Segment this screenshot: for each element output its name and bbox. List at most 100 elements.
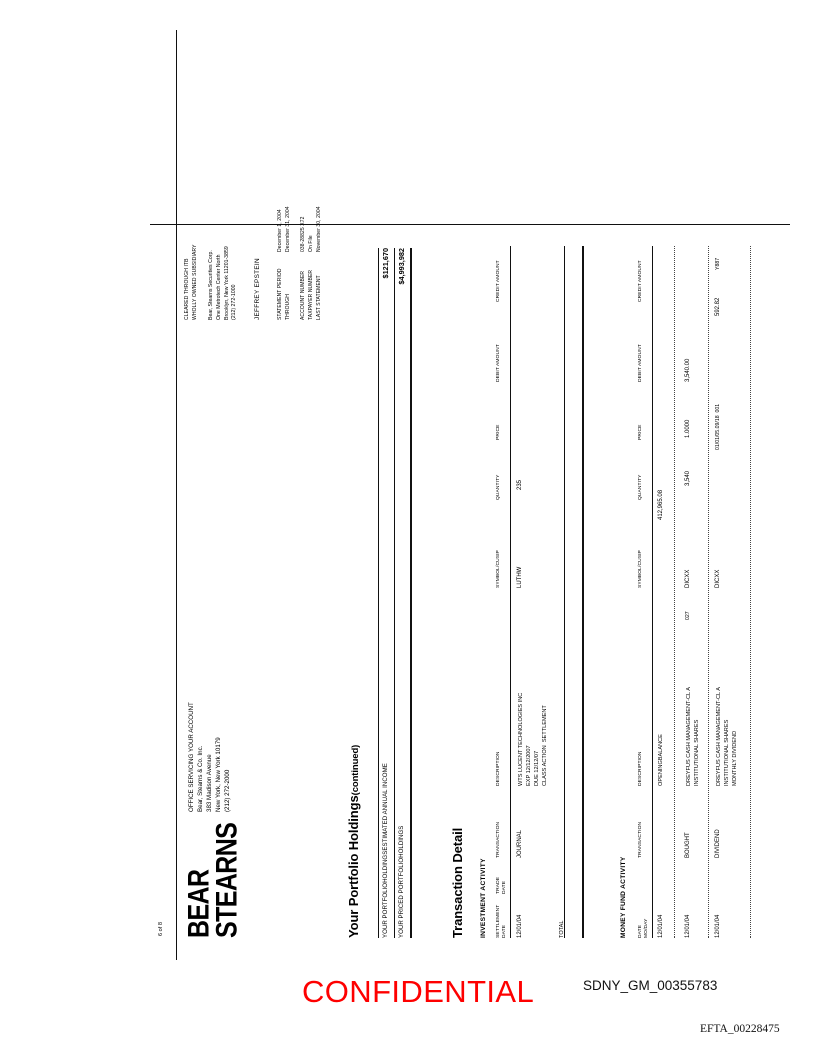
holdings-summary: YOUR PORTFOLIOHOLDINGSESTIMATED ANNUAL I… bbox=[378, 248, 412, 938]
clearing-street-1: One Metrotech Center North bbox=[215, 254, 222, 320]
statement-rotated-wrapper: 6 of 8 BEAR STEARNS OFFICE SERVICING YOU… bbox=[150, 30, 790, 960]
office-phone: (212) 272-2000 bbox=[223, 769, 231, 812]
cell-symbol-cusip: DICXX bbox=[715, 569, 721, 588]
summary-row-annual-income: YOUR PORTFOLIOHOLDINGSESTIMATED ANNUAL I… bbox=[379, 248, 394, 938]
table-row: 12/01/04 OPENINGBALANCE 412,965.08 bbox=[653, 246, 675, 938]
summary-label: YOUR PORTFOLIOHOLDINGSESTIMATED ANNUAL I… bbox=[382, 763, 389, 938]
statement-content: 6 of 8 BEAR STEARNS OFFICE SERVICING YOU… bbox=[150, 30, 790, 960]
meta-row: LAST STATEMENT November 30, 2004 bbox=[315, 198, 323, 320]
meta-value: December 1, 2004 bbox=[277, 209, 283, 252]
money-fund-activity-label: MONEY FUND ACTIVITY bbox=[620, 856, 627, 938]
portfolio-holdings-title: Your Portfolio Holdings(continued) bbox=[346, 745, 361, 938]
cell-debit-amount: 3,540.00 bbox=[685, 358, 691, 382]
masthead-divider bbox=[176, 30, 177, 960]
meta-label: TAXPAYER NUMBER bbox=[308, 269, 315, 320]
meta-label: LAST STATEMENT bbox=[316, 275, 323, 320]
bear-stearns-logo: BEAR STEARNS bbox=[182, 822, 244, 938]
cell-reference: Y887 bbox=[715, 257, 721, 270]
clearing-firm-block: CLEARED THROUGH ITB WHOLLY OWNED SUBSIDI… bbox=[184, 244, 199, 320]
money-table-header: DATE MO/DAY TRANSACTION DESCRIPTION SYMB… bbox=[636, 246, 653, 938]
col-description: DESCRIPTION bbox=[638, 751, 643, 786]
cell-transaction: JOURNAL bbox=[517, 829, 523, 858]
summary-row-priced-holdings: YOUR PRICED PORTFOLIOHOLDINGS $4,993,982 bbox=[395, 248, 410, 938]
cell-credit-amount: 592.82 bbox=[715, 297, 721, 316]
col-description: DESCRIPTION bbox=[496, 751, 501, 786]
cell-reference: 027 bbox=[685, 611, 691, 620]
meta-value: On File bbox=[308, 235, 315, 252]
col-debit-amount: DEBIT AMOUNT bbox=[496, 344, 501, 382]
col-transaction: TRANSACTION bbox=[496, 821, 501, 858]
meta-row: ACCOUNT NUMBER 038-28825 X72 bbox=[299, 198, 307, 321]
holdings-title-text: Your Portfolio Holdings bbox=[346, 795, 361, 938]
cell-settlement-date: 12/01/04 bbox=[517, 914, 523, 938]
meta-row: STATEMENT PERIOD December 1, 2004 bbox=[276, 198, 284, 320]
cell-symbol-cusip: DICXX bbox=[685, 569, 691, 588]
col-credit-amount: CREDIT AMOUNT bbox=[496, 260, 501, 302]
investment-activity-table: SETTLEMENT DATE TRADE DATE TRANSACTION D… bbox=[494, 246, 584, 938]
cell-description: DREYFUS CASH MANAGEMENT-CL A INSTITUTION… bbox=[716, 687, 739, 786]
meta-label: STATEMENT PERIOD bbox=[277, 268, 283, 320]
row-divider bbox=[674, 246, 675, 938]
cell-transaction: BOUGHT bbox=[685, 832, 691, 858]
bates-number-efta: EFTA_00228475 bbox=[700, 1023, 780, 1035]
col-price: PRICE bbox=[496, 424, 501, 440]
total-row: TOTAL bbox=[553, 246, 571, 938]
money-fund-activity-table: DATE MO/DAY TRANSACTION DESCRIPTION SYMB… bbox=[636, 246, 751, 938]
meta-label: THROUGH bbox=[285, 294, 292, 320]
col-transaction: TRANSACTION bbox=[638, 821, 643, 858]
office-firm: Bear, Stearns & Co. Inc. bbox=[196, 745, 204, 812]
summary-value: $4,993,982 bbox=[397, 248, 406, 285]
cell-debit-amount: 01/01/05.09/18 001 bbox=[715, 403, 721, 450]
meta-row bbox=[292, 198, 299, 320]
col-debit-amount: DEBIT AMOUNT bbox=[638, 344, 643, 382]
page-number: 6 of 8 bbox=[158, 922, 164, 936]
total-rule-bottom bbox=[582, 246, 584, 938]
col-quantity: QUANTITY bbox=[496, 474, 501, 500]
meta-value: 038-28825 X72 bbox=[300, 216, 307, 253]
holdings-title-continued: (continued) bbox=[350, 744, 361, 796]
clearing-firm: Bear, Stearns Securities Corp. bbox=[208, 250, 214, 320]
clearing-line-1: CLEARED THROUGH ITB bbox=[184, 258, 190, 320]
cell-price: 1.0000 bbox=[685, 419, 691, 438]
client-name: JEFFREY EPSTEIN bbox=[254, 258, 261, 320]
bates-number-sdny: SDNY_GM_00355783 bbox=[583, 978, 718, 993]
cell-transaction: DIVIDEND bbox=[715, 829, 721, 858]
row-divider bbox=[750, 246, 751, 938]
office-servicing-block: OFFICE SERVICING YOUR ACCOUNT Bear, Stea… bbox=[188, 702, 233, 812]
cell-description: DREYFUS CASH MANAGEMENT-CL A INSTITUTION… bbox=[686, 687, 701, 786]
clearing-line-2: WHOLLY OWNED SUBSIDIARY bbox=[191, 244, 198, 320]
investment-activity-label: INVESTMENT ACTIVITY bbox=[480, 858, 487, 938]
meta-row: TAXPAYER NUMBER On File bbox=[307, 198, 315, 320]
cell-quantity: 3,540 bbox=[685, 470, 691, 486]
col-price: PRICE bbox=[638, 424, 643, 440]
summary-value: $121,670 bbox=[381, 248, 390, 279]
meta-value: December 31, 2004 bbox=[285, 206, 292, 252]
col-date: DATE MO/DAY bbox=[638, 918, 650, 938]
cell-description: OPENINGBALANCE bbox=[658, 734, 664, 786]
transaction-detail-title: Transaction Detail bbox=[450, 827, 465, 938]
logo-line-2: STEARNS bbox=[210, 822, 244, 938]
cell-quantity: 235 bbox=[517, 479, 523, 490]
summary-rule-bottom bbox=[410, 248, 412, 938]
cell-quantity: 412,965.08 bbox=[658, 489, 664, 520]
clearing-street-2: Brooklyn, New York 11201-3859 bbox=[223, 246, 230, 320]
account-meta-block: STATEMENT PERIOD December 1, 2004 THROUG… bbox=[276, 198, 323, 320]
col-symbol-cusip: SYMBOL/CUSIP bbox=[496, 550, 501, 588]
investment-table-header: SETTLEMENT DATE TRADE DATE TRANSACTION D… bbox=[494, 246, 511, 938]
cell-date: 12/01/04 bbox=[715, 914, 721, 938]
office-heading: OFFICE SERVICING YOUR ACCOUNT bbox=[188, 702, 195, 812]
cell-date: 12/01/04 bbox=[658, 914, 664, 938]
col-trade-date: TRADE DATE bbox=[496, 876, 508, 894]
table-row: 12/01/04 JOURNAL WTS LUCENT TECHNOLOGIES… bbox=[511, 246, 553, 938]
table-row: 12/01/04 DIVIDEND DREYFUS CASH MANAGEMEN… bbox=[709, 246, 739, 938]
table-row: 12/01/04 BOUGHT DREYFUS CASH MANAGEMENT-… bbox=[679, 246, 705, 938]
col-settlement-date: SETTLEMENT DATE bbox=[496, 904, 508, 938]
meta-row: THROUGH December 31, 2004 bbox=[284, 198, 292, 320]
clearing-address-block: Bear, Stearns Securities Corp. One Metro… bbox=[208, 246, 239, 320]
summary-label: YOUR PRICED PORTFOLIOHOLDINGS bbox=[398, 825, 405, 938]
right-margin-rule bbox=[150, 224, 790, 225]
office-street: 383 Madison Avenue bbox=[205, 754, 213, 812]
col-symbol-cusip: SYMBOL/CUSIP bbox=[638, 550, 643, 588]
meta-value: November 30, 2004 bbox=[316, 206, 323, 252]
